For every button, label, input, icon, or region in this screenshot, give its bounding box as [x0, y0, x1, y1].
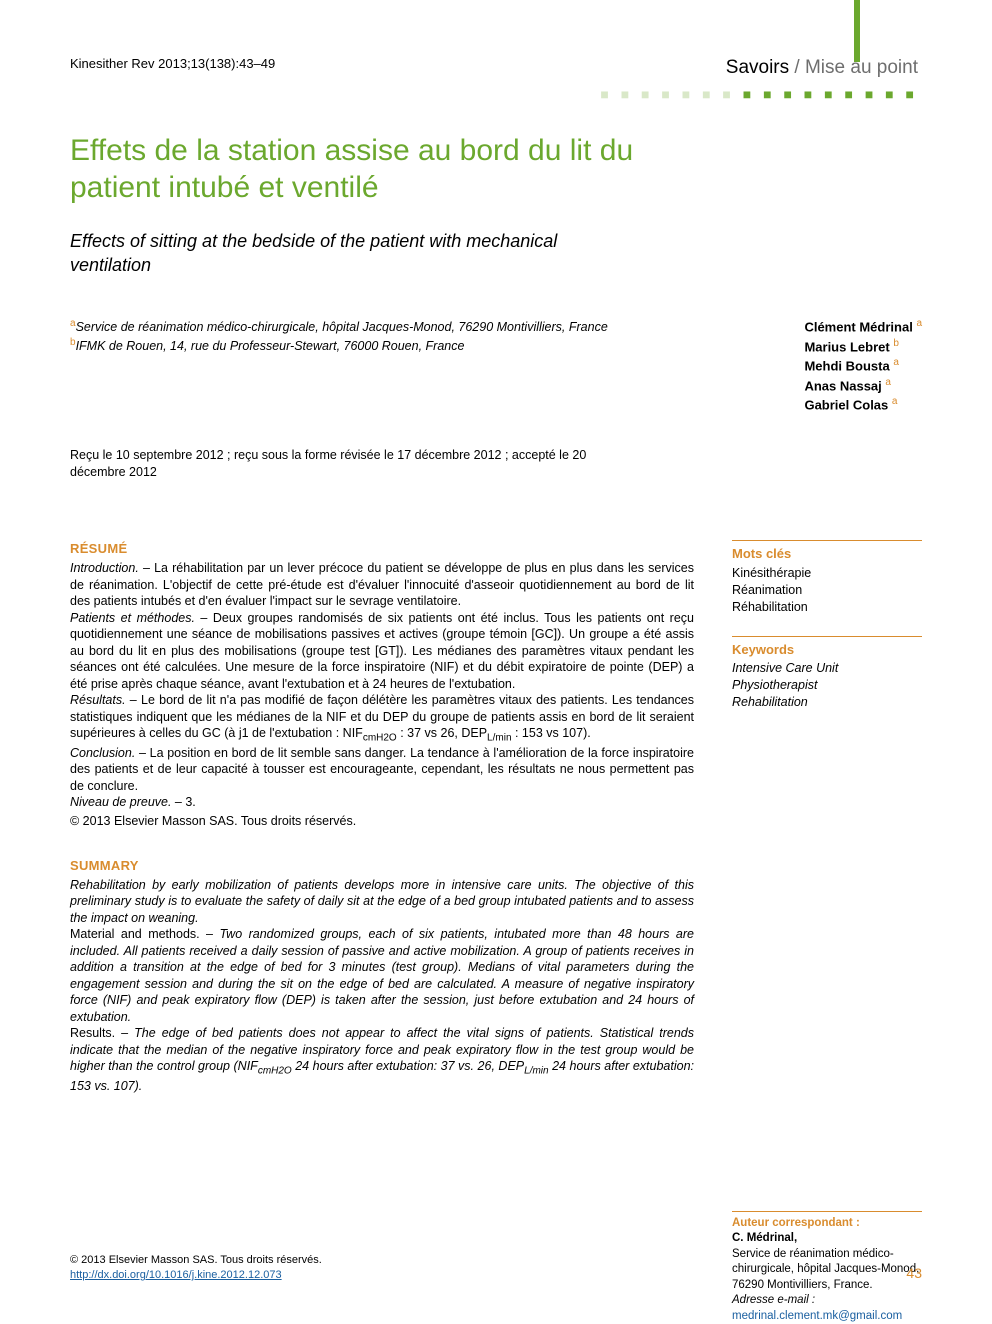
- author: Gabriel Colas a: [804, 395, 922, 415]
- page-number: 43: [906, 1264, 922, 1283]
- section-sep: /: [789, 57, 805, 78]
- keywords-heading: Keywords: [732, 636, 922, 659]
- doi-link[interactable]: http://dx.doi.org/10.1016/j.kine.2012.12…: [70, 1269, 282, 1281]
- article-title-fr: Effets de la station assise au bord du l…: [70, 132, 670, 207]
- summary-methods: Material and methods. – Two randomized g…: [70, 926, 694, 1025]
- summary-results: Results. – The edge of bed patients does…: [70, 1025, 694, 1094]
- corr-email-label: Adresse e-mail :: [732, 1293, 922, 1309]
- resume-level: Niveau de preuve. – 3.: [70, 794, 694, 811]
- section-label-wrap: Savoirs / Mise au point ■ ■ ■ ■ ■ ■ ■ ■ …: [600, 55, 922, 104]
- affiliation-b: bIFMK de Rouen, 14, rue du Professeur-St…: [70, 336, 608, 355]
- summary-block: SUMMARY Rehabilitation by early mobiliza…: [70, 857, 694, 1094]
- resume-heading: RÉSUMÉ: [70, 540, 694, 558]
- dots-ornament: ■ ■ ■ ■ ■ ■ ■ ■ ■ ■ ■ ■ ■ ■ ■ ■: [600, 85, 922, 104]
- summary-heading: SUMMARY: [70, 857, 694, 875]
- resume-methods: Patients et méthodes. – Deux groupes ran…: [70, 610, 694, 693]
- author: Clément Médrinal a: [804, 317, 922, 337]
- meta-row: aService de réanimation médico-chirurgic…: [70, 317, 922, 415]
- summary-intro: Rehabilitation by early mobilization of …: [70, 877, 694, 927]
- corr-email-link[interactable]: medrinal.clement.mk@gmail.com: [732, 1310, 902, 1322]
- resume-block: RÉSUMÉ Introduction. – La réhabilitation…: [70, 540, 694, 829]
- resume-copyright: © 2013 Elsevier Masson SAS. Tous droits …: [70, 813, 694, 830]
- corr-name: C. Médrinal,: [732, 1232, 797, 1244]
- section-main: Savoirs: [726, 57, 789, 78]
- resume-results: Résultats. – Le bord de lit n'a pas modi…: [70, 692, 694, 745]
- page-footer: © 2013 Elsevier Masson SAS. Tous droits …: [70, 1253, 922, 1283]
- article-dates: Reçu le 10 septembre 2012 ; reçu sous la…: [70, 447, 630, 481]
- mots-cles-heading: Mots clés: [732, 540, 922, 563]
- article-title-en: Effects of sitting at the bedside of the…: [70, 229, 630, 278]
- keywords-block: Keywords Intensive Care Unit Physiothera…: [732, 636, 922, 711]
- affiliations: aService de réanimation médico-chirurgic…: [70, 317, 608, 415]
- author-list: Clément Médrinal a Marius Lebret b Mehdi…: [804, 317, 922, 415]
- mots-cles-block: Mots clés Kinésithérapie Réanimation Réh…: [732, 540, 922, 615]
- top-accent-bar: [854, 0, 860, 62]
- resume-intro: Introduction. – La réhabilitation par un…: [70, 560, 694, 610]
- author: Marius Lebret b: [804, 337, 922, 357]
- resume-conclusion: Conclusion. – La position en bord de lit…: [70, 745, 694, 795]
- section-sub: Mise au point: [805, 57, 918, 78]
- corr-label: Auteur correspondant :: [732, 1217, 860, 1229]
- author: Mehdi Bousta a: [804, 356, 922, 376]
- page-header: Kinesither Rev 2013;13(138):43–49 Savoir…: [70, 55, 922, 104]
- author: Anas Nassaj a: [804, 376, 922, 396]
- mots-cles-list: Kinésithérapie Réanimation Réhabilitatio…: [732, 565, 922, 616]
- footer-copyright: © 2013 Elsevier Masson SAS. Tous droits …: [70, 1253, 322, 1268]
- affiliation-a: aService de réanimation médico-chirurgic…: [70, 317, 608, 336]
- journal-citation: Kinesither Rev 2013;13(138):43–49: [70, 55, 275, 73]
- keywords-list: Intensive Care Unit Physiotherapist Reha…: [732, 660, 922, 711]
